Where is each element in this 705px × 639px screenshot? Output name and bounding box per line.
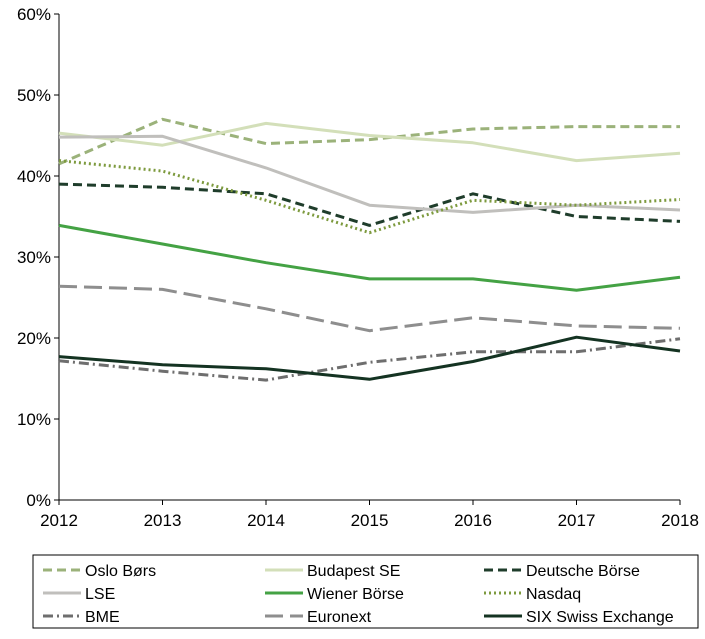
series-line-bme xyxy=(58,337,681,382)
y-tick-label: 40% xyxy=(17,167,51,186)
y-tick-label: 20% xyxy=(17,329,51,348)
legend-label: Deutsche Börse xyxy=(526,563,640,580)
x-tick-label: 2014 xyxy=(247,511,285,530)
series-line-budapest-se xyxy=(58,121,681,163)
series-line-euronext xyxy=(58,284,681,333)
y-tick-label: 10% xyxy=(17,410,51,429)
y-axis-ticks: 0% 10% 20% 30% 40% 50% 60% xyxy=(17,5,59,510)
legend-label: Budapest SE xyxy=(307,563,400,580)
series-line-nasdaq xyxy=(58,159,681,235)
legend-label: Euronext xyxy=(307,609,372,626)
x-tick-label: 2012 xyxy=(40,511,78,530)
series-line-deutsche-b-rse xyxy=(58,182,681,227)
y-tick-label: 50% xyxy=(17,86,51,105)
x-tick-label: 2018 xyxy=(661,511,699,530)
legend-label: Nasdaq xyxy=(526,586,581,603)
legend: Oslo Børs Budapest SE Deutsche Börse LSE Wie… xyxy=(32,554,699,629)
x-tick-label: 2013 xyxy=(144,511,182,530)
x-axis-ticks: 2012 2013 2014 2015 2016 2017 2018 xyxy=(40,500,699,530)
legend-box xyxy=(32,554,699,629)
y-tick-label: 60% xyxy=(17,5,51,24)
legend-label: Wiener Börse xyxy=(307,586,404,603)
legend-label: SIX Swiss Exchange xyxy=(526,609,674,626)
x-tick-label: 2016 xyxy=(454,511,492,530)
y-tick-label: 0% xyxy=(26,491,51,510)
legend-label: Oslo Børs xyxy=(85,563,156,580)
series-line-wiener-b-rse xyxy=(58,223,681,292)
x-tick-label: 2015 xyxy=(351,511,389,530)
axes xyxy=(58,14,680,501)
series-lines xyxy=(58,117,681,382)
x-tick-label: 2017 xyxy=(558,511,596,530)
series-line-lse xyxy=(58,134,681,214)
series-line-six-swiss-exchange xyxy=(58,335,681,381)
legend-label: LSE xyxy=(85,586,115,603)
series-line-oslo-b-rs xyxy=(58,117,680,166)
y-tick-label: 30% xyxy=(17,248,51,267)
legend-label: BME xyxy=(85,609,120,626)
